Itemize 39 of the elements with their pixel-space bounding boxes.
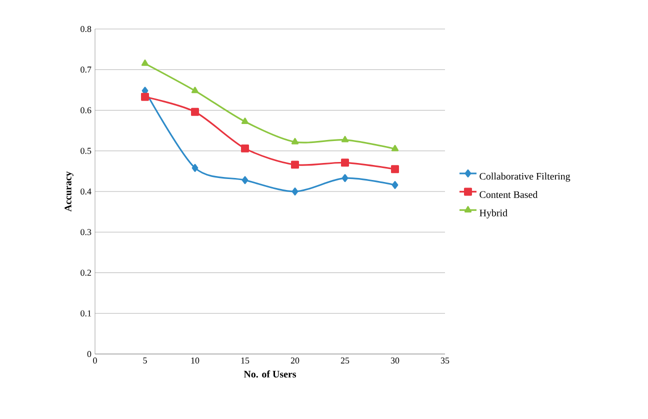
legend-label: Collaborative Filtering (480, 172, 570, 182)
point (391, 165, 399, 174)
point (242, 176, 248, 184)
y-tick-label: 0.8 (80, 26, 92, 32)
y-axis-title: Accuracy (64, 171, 74, 212)
point (291, 138, 299, 144)
x-axis-title: No. of Users (244, 370, 296, 378)
point (141, 60, 149, 66)
legend-label: Hybrid (480, 209, 508, 218)
point (191, 86, 199, 94)
y-tick-label: 0.7 (80, 66, 92, 73)
x-tick-label: 0 (93, 358, 97, 364)
point (341, 136, 349, 142)
point (192, 164, 198, 172)
y-tick-label: 0.5 (80, 148, 92, 154)
x-tick-label: 10 (191, 358, 200, 364)
point (141, 92, 149, 101)
x-tick-label: 5 (143, 358, 147, 364)
y-tick-label: 0.2 (80, 270, 91, 276)
x-tick-label: 25 (340, 358, 350, 364)
legend-label: Content Based (480, 190, 538, 198)
point (342, 174, 348, 182)
point (241, 144, 249, 152)
y-tick-label: 0 (87, 350, 92, 358)
x-tick-label: 15 (241, 358, 250, 364)
x-tick-label: 20 (290, 358, 300, 364)
point (291, 160, 299, 169)
point (391, 144, 399, 152)
x-tick-label: 35 (440, 358, 450, 364)
point (392, 181, 398, 189)
y-tick-label: 0.4 (80, 188, 92, 195)
point (341, 158, 349, 167)
point (241, 118, 249, 124)
y-tick-label: 0.1 (80, 310, 91, 316)
x-tick-label: 30 (390, 358, 400, 364)
y-tick-label: 0.6 (80, 107, 92, 114)
point (191, 108, 199, 116)
point (292, 188, 298, 196)
y-tick-label: 0.3 (80, 229, 92, 236)
